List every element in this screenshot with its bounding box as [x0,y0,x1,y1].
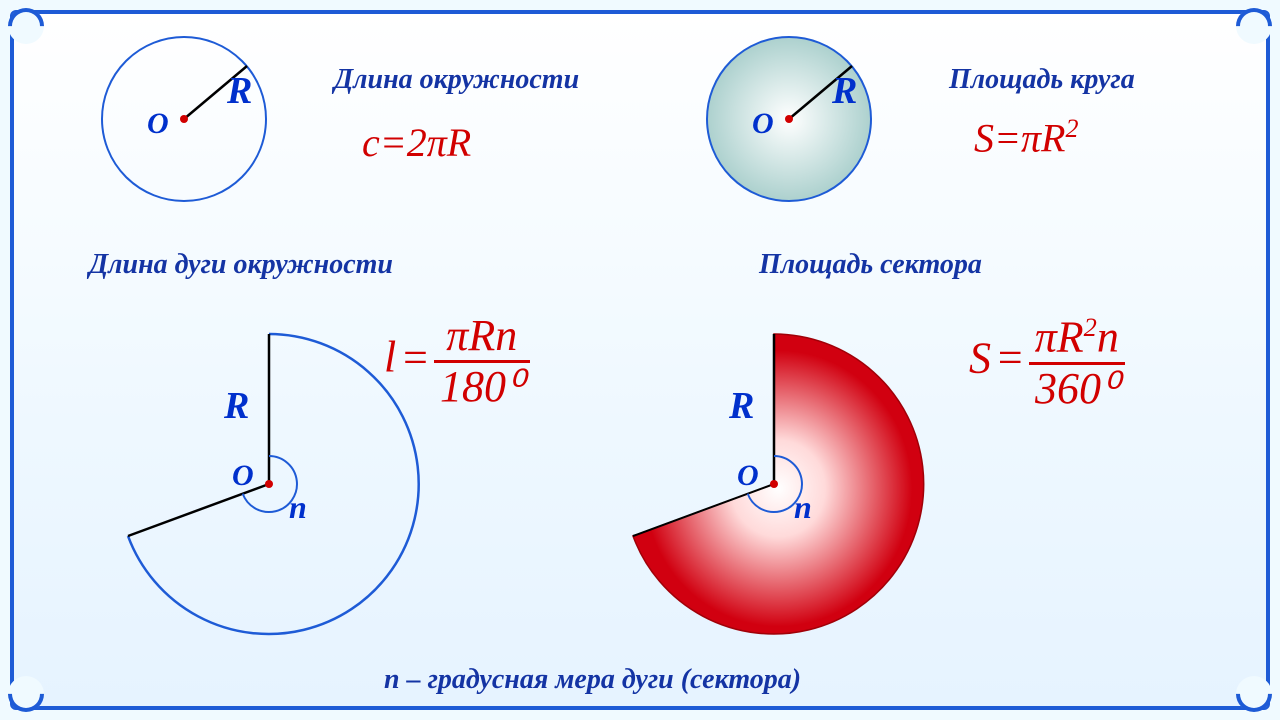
label-r: R [832,69,857,113]
fraction: πR2n 360⁰ [1029,314,1125,411]
circle-circumference [99,34,269,204]
label-o: O [752,107,774,141]
fraction: πRn 180⁰ [434,314,530,409]
label-r: R [729,384,754,428]
title-arc: Длина дуги окружности [89,249,393,281]
content-frame: O R Длина окружности c=2πR O R Площадь к… [10,10,1270,710]
label-n: n [289,489,307,526]
label-o: O [232,459,254,493]
frame-corner [1229,1,1280,52]
equals: = [380,120,407,165]
formula-circumference: c=2πR [362,119,471,166]
formula-rhs: 2πR [407,120,471,165]
frame-corner [1,1,52,52]
formula-rhs-exp: 2 [1065,114,1078,143]
footer-note: n – градусная мера дуги (сектора) [384,664,801,696]
formula-rhs-base: πR [1021,115,1065,160]
formula-num: πRn [434,314,530,363]
label-r: R [224,384,249,428]
title-area: Площадь круга [949,64,1135,96]
formula-den: 360⁰ [1029,365,1125,411]
formula-num: πR2n [1029,314,1125,365]
sector-diagram [579,314,969,644]
label-o: O [147,107,169,141]
formula-lhs: S [969,333,991,382]
equals: = [400,333,430,382]
formula-lhs: c [362,120,380,165]
equals: = [995,333,1025,382]
formula-den: 180⁰ [434,363,530,409]
formula-sector: S= πR2n 360⁰ [969,314,1125,411]
equals: = [994,115,1021,160]
label-o: O [737,459,759,493]
label-r: R [227,69,252,113]
formula-lhs: l [384,333,396,382]
frame-corner [1229,669,1280,720]
frame-corner [1,669,52,720]
label-n: n [794,489,812,526]
title-sector: Площадь сектора [759,249,982,281]
formula-arc: l= πRn 180⁰ [384,314,530,409]
title-circumference: Длина окружности [334,64,579,96]
circle-area [704,34,874,204]
formula-area: S=πR2 [974,114,1078,161]
formula-lhs: S [974,115,994,160]
